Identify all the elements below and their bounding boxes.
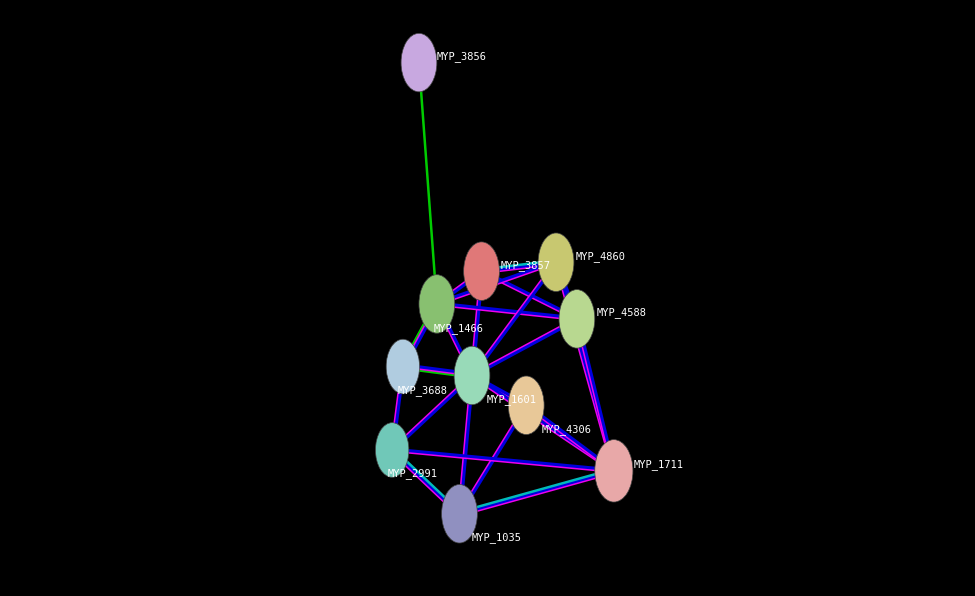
- Text: MYP_3688: MYP_3688: [398, 385, 448, 396]
- Text: MYP_1035: MYP_1035: [471, 532, 522, 543]
- Ellipse shape: [401, 33, 437, 92]
- Text: MYP_1466: MYP_1466: [434, 324, 484, 334]
- Text: MYP_1711: MYP_1711: [634, 460, 683, 470]
- Text: MYP_3857: MYP_3857: [500, 260, 551, 271]
- Ellipse shape: [454, 346, 489, 405]
- Text: MYP_4306: MYP_4306: [541, 424, 591, 434]
- Ellipse shape: [442, 485, 478, 543]
- Text: MYP_1601: MYP_1601: [487, 394, 537, 405]
- Ellipse shape: [559, 290, 595, 348]
- Text: MYP_4860: MYP_4860: [575, 251, 626, 262]
- Ellipse shape: [386, 339, 419, 394]
- Ellipse shape: [419, 275, 454, 333]
- Text: MYP_2991: MYP_2991: [387, 468, 438, 479]
- Ellipse shape: [538, 233, 574, 291]
- Text: MYP_4588: MYP_4588: [597, 308, 646, 318]
- Ellipse shape: [508, 376, 544, 434]
- Text: MYP_3856: MYP_3856: [437, 51, 487, 62]
- Ellipse shape: [464, 242, 499, 300]
- Ellipse shape: [375, 423, 409, 477]
- Ellipse shape: [595, 440, 633, 502]
